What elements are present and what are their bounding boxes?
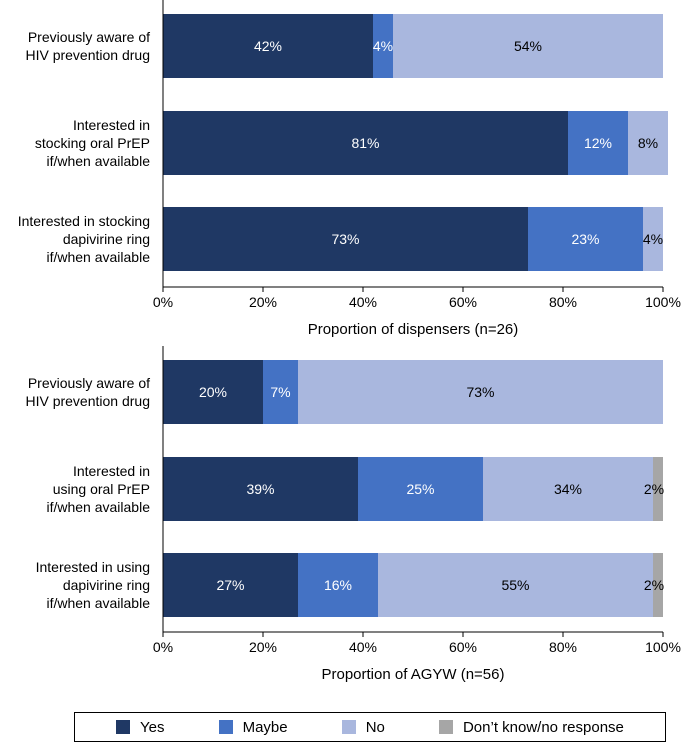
x-tick-label-p1-2: 20% [249, 294, 277, 310]
x-axis-title-p2: Proportion of AGYW (n=56) [321, 666, 504, 683]
category-label-line: dapivirine ring [63, 577, 150, 593]
bar-segment-p1-c1-no [393, 14, 663, 78]
legend-swatch-maybe [218, 720, 233, 734]
category-label-line: stocking oral PrEP [35, 135, 150, 151]
category-label-line: Interested in using [36, 559, 150, 575]
legend-swatch-no [341, 720, 356, 734]
category-label-line: using oral PrEP [53, 481, 150, 497]
bar-segment-p2-c3-don-t-know-no-response [653, 553, 663, 617]
bar-segment-p2-c2-don-t-know-no-response [653, 457, 663, 521]
legend-label-maybe: Maybe [242, 718, 288, 736]
data-label-p2-c3-s2: 16% [324, 577, 352, 593]
bar-segment-p2-c3-yes [163, 553, 298, 617]
data-label-p2-c2-s4: 2% [644, 481, 664, 497]
data-label-p1-c1-s2: 4% [373, 38, 393, 54]
category-label-line: Interested in [73, 117, 150, 133]
bar-segment-p2-c2-maybe [358, 457, 483, 521]
data-label-p1-c2-s3: 8% [638, 135, 658, 151]
x-tick-label-p1-1: 0% [153, 294, 173, 310]
data-label-p2-c2-s3: 34% [554, 481, 582, 497]
legend-item-dont-know: Don’t know/no response [438, 718, 624, 736]
category-label-p2-c2: Interested in using oral PrEP if/when avai… [46, 463, 150, 515]
category-label-line: Previously aware of [28, 375, 150, 391]
data-label-p2-c2-s1: 39% [246, 481, 274, 497]
legend-item-maybe: Maybe [218, 718, 288, 736]
data-label-p1-c2-s2: 12% [584, 135, 612, 151]
x-tick-label-p1-6: 100% [645, 294, 681, 310]
category-label-line: dapivirine ring [63, 231, 150, 247]
x-tick-label-p2-6: 100% [645, 639, 681, 655]
x-tick-label-p1-3: 40% [349, 294, 377, 310]
bar-segment-p2-c1-no [298, 360, 663, 424]
bar-segment-p2-c1-yes [163, 360, 263, 424]
bar-segment-p1-c1-yes [163, 14, 373, 78]
bar-segment-p1-c3-no [643, 207, 663, 271]
category-label-p1-c1: Previously aware of HIV prevention drug [25, 29, 150, 63]
legend-item-yes: Yes [116, 718, 165, 736]
bar-segment-p1-c2-no [628, 111, 668, 175]
data-label-p2-c1-s1: 20% [199, 384, 227, 400]
stacked-bar-charts: 42% 4% 54% Previously aware of HIV preventio… [18, 0, 681, 683]
bar-segment-p2-c3-maybe [298, 553, 378, 617]
category-label-p1-c3: Interested in stocking dapivirine ring if/… [18, 213, 151, 265]
bar-segment-p2-c1-maybe [263, 360, 298, 424]
category-label-line: if/when available [46, 153, 150, 169]
data-label-p1-c3-s1: 73% [331, 231, 359, 247]
category-label-line: HIV prevention drug [25, 47, 150, 63]
data-label-p1-c2-s1: 81% [351, 135, 379, 151]
data-label-p2-c3-s3: 55% [501, 577, 529, 593]
legend-swatch-dont-know [438, 720, 453, 734]
bar-segment-p1-c3-maybe [528, 207, 643, 271]
bar-segment-p2-c2-no [483, 457, 653, 521]
data-label-p1-c1-s1: 42% [254, 38, 282, 54]
data-label-p2-c1-s2: 7% [270, 384, 290, 400]
bar-segment-p1-c2-maybe [568, 111, 628, 175]
x-axis-title-p1: Proportion of dispensers (n=26) [308, 321, 519, 338]
category-label-p2-c3: Interested in using dapivirine ring if/whe… [36, 559, 151, 611]
bar-segment-p2-c2-yes [163, 457, 358, 521]
data-label-p1-c3-s3: 4% [643, 231, 663, 247]
x-tick-label-p2-4: 60% [449, 639, 477, 655]
category-label-line: HIV prevention drug [25, 393, 150, 409]
category-label-line: if/when available [46, 595, 150, 611]
x-tick-label-p2-5: 80% [549, 639, 577, 655]
data-label-p1-c1-s3: 54% [514, 38, 542, 54]
category-label-p2-c1: Previously aware of HIV prevention drug [25, 375, 150, 409]
x-tick-label-p1-5: 80% [549, 294, 577, 310]
category-label-line: Previously aware of [28, 29, 150, 45]
category-label-line: Interested in [73, 463, 150, 479]
legend-label-dont-know: Don’t know/no response [462, 718, 624, 736]
bar-segment-p1-c2-yes [163, 111, 568, 175]
bar-segment-p2-c3-no [378, 553, 653, 617]
bar-segment-p1-c1-maybe [373, 14, 393, 78]
x-tick-label-p2-2: 20% [249, 639, 277, 655]
category-label-p1-c2: Interested in stocking oral PrEP if/when a… [35, 117, 150, 169]
x-tick-label-p1-4: 60% [449, 294, 477, 310]
category-label-line: if/when available [46, 249, 150, 265]
x-tick-label-p2-3: 40% [349, 639, 377, 655]
category-label-line: Interested in stocking [18, 213, 150, 229]
data-label-p1-c3-s2: 23% [571, 231, 599, 247]
x-tick-label-p2-1: 0% [153, 639, 173, 655]
legend: Yes Maybe No Don’t know/no response [74, 712, 666, 742]
legend-swatch-yes [116, 720, 131, 734]
bar-segment-p1-c3-yes [163, 207, 528, 271]
legend-label-no: No [365, 718, 385, 736]
legend-item-no: No [341, 718, 385, 736]
legend-label-yes: Yes [140, 718, 165, 736]
data-label-p2-c3-s4: 2% [644, 577, 664, 593]
category-label-line: if/when available [46, 499, 150, 515]
data-label-p2-c3-s1: 27% [216, 577, 244, 593]
data-label-p2-c1-s3: 73% [466, 384, 494, 400]
data-label-p2-c2-s2: 25% [406, 481, 434, 497]
